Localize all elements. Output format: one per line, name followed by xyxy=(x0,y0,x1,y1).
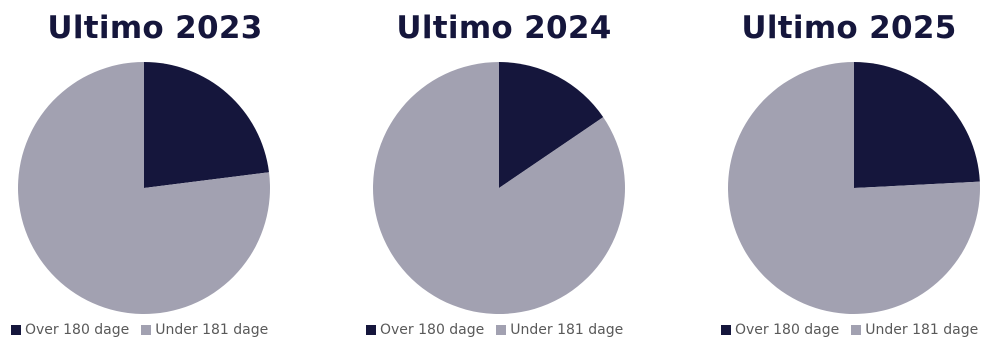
legend-label-under: Under 181 dage xyxy=(865,322,979,338)
legend-swatch-over xyxy=(721,325,731,335)
pie-slice-under xyxy=(17,62,270,314)
legend-label-over: Over 180 dage xyxy=(380,322,485,338)
pie-chart xyxy=(728,62,980,314)
pie-slice-over xyxy=(854,62,980,188)
pie-chart xyxy=(17,62,270,314)
legend-item-under: Under 181 dage xyxy=(141,322,268,338)
pie-chart xyxy=(373,62,625,314)
legend-label-over: Over 180 dage xyxy=(25,322,130,338)
legend: Over 180 dage Under 181 dage xyxy=(366,321,623,339)
pie-slice-over xyxy=(144,62,270,188)
legend-swatch-under xyxy=(851,325,862,335)
chart-title: Ultimo 2024 xyxy=(396,10,612,46)
legend-label-under: Under 181 dage xyxy=(155,322,269,338)
chart-title: Ultimo 2025 xyxy=(741,10,957,46)
legend: Over 180 dage Under 181 dage xyxy=(11,321,268,339)
legend-swatch-under xyxy=(496,325,507,335)
legend-item-over: Over 180 dage xyxy=(366,322,484,338)
legend-item-over: Over 180 dage xyxy=(11,322,129,338)
pie-slice-under xyxy=(728,62,980,314)
pie-chart-panel-2025: Ultimo 2025 Over 180 dage Under 181 dage xyxy=(699,0,993,339)
pie-slice-under xyxy=(373,62,625,314)
legend: Over 180 dage Under 181 dage xyxy=(721,321,978,339)
legend-swatch-under xyxy=(141,325,152,335)
chart-title: Ultimo 2023 xyxy=(47,10,263,46)
pie-chart-panel-2023: Ultimo 2023 Over 180 dage Under 181 dage xyxy=(5,0,305,339)
legend-label-over: Over 180 dage xyxy=(735,322,840,338)
legend-label-under: Under 181 dage xyxy=(510,322,624,338)
legend-item-under: Under 181 dage xyxy=(496,322,623,338)
legend-item-under: Under 181 dage xyxy=(851,322,978,338)
pie-slice-over xyxy=(499,62,604,188)
legend-swatch-over xyxy=(11,325,21,335)
legend-item-over: Over 180 dage xyxy=(721,322,839,338)
pie-chart-panel-2024: Ultimo 2024 Over 180 dage Under 181 dage xyxy=(354,0,654,339)
legend-swatch-over xyxy=(366,325,376,335)
